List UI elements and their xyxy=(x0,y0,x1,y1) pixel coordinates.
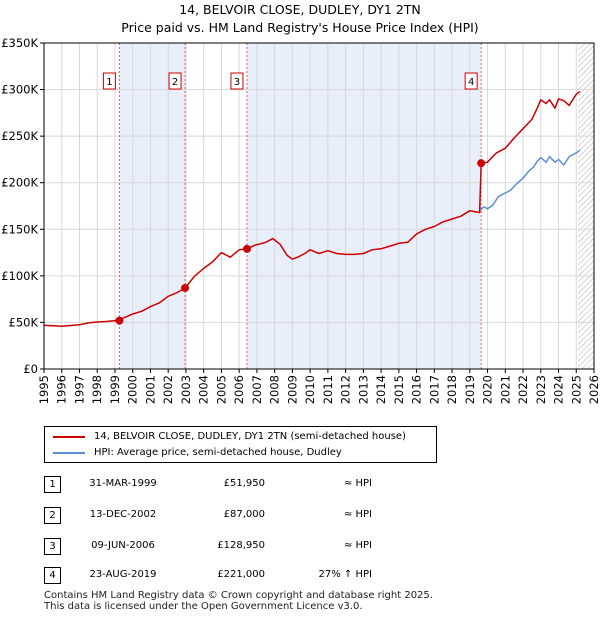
legend-label-hpi: HPI: Average price, semi-detached house,… xyxy=(94,447,342,458)
x-tick-label: 1996 xyxy=(55,375,69,404)
x-tick-label: 2002 xyxy=(161,375,175,404)
transaction-hpi: ≈ HPI xyxy=(343,509,372,520)
transaction-number: 3 xyxy=(44,538,61,555)
x-tick-label: 2026 xyxy=(587,375,600,404)
y-tick-label: £150K xyxy=(1,222,38,236)
y-tick-label: £200K xyxy=(1,176,38,190)
transaction-hpi: ≈ HPI xyxy=(343,478,372,489)
x-tick-label: 2023 xyxy=(534,375,548,404)
y-tick-label: £100K xyxy=(1,269,38,283)
x-tick-label: 2024 xyxy=(552,375,566,404)
ownership-span xyxy=(119,43,186,369)
transaction-price: £87,000 xyxy=(223,509,265,520)
x-tick-label: 2014 xyxy=(374,375,388,404)
transaction-hpi: 27% ↑ HPI xyxy=(318,569,372,580)
transaction-number: 1 xyxy=(44,476,61,493)
property-series-line xyxy=(43,90,581,327)
x-tick-label: 2012 xyxy=(339,375,353,404)
transaction-hpi: ≈ HPI xyxy=(343,540,372,551)
hpi-series-line xyxy=(479,149,581,212)
sale-label: 2 xyxy=(172,77,178,88)
chart-legend: 14, BELVOIR CLOSE, DUDLEY, DY1 2TN (semi… xyxy=(44,426,437,463)
transaction-price: £128,950 xyxy=(217,540,265,551)
plot-frame xyxy=(43,42,595,370)
table-row: 2 13-DEC-2002 £87,000 ≈ HPI xyxy=(0,506,600,526)
transaction-number: 2 xyxy=(44,507,61,524)
x-tick-label: 2021 xyxy=(498,375,512,404)
sale-label-box xyxy=(464,72,478,90)
x-tick-label: 2025 xyxy=(569,375,583,404)
x-tick-label: 1998 xyxy=(90,375,104,404)
y-tick-label: £50K xyxy=(9,315,39,329)
x-tick-label: 2008 xyxy=(268,375,282,404)
chart-subtitle: Price paid vs. HM Land Registry's House … xyxy=(121,20,478,35)
transaction-price: £51,950 xyxy=(223,478,265,489)
sale-point xyxy=(115,316,124,325)
x-tick-label: 2017 xyxy=(427,375,441,404)
x-tick-label: 2006 xyxy=(232,375,246,404)
y-tick-label: £350K xyxy=(1,36,38,50)
y-tick-label: £300K xyxy=(1,83,38,97)
legend-swatch-property xyxy=(53,436,85,438)
x-tick-label: 2019 xyxy=(463,375,477,404)
transaction-date: 31-MAR-1999 xyxy=(89,478,157,489)
footer-line-2: This data is licensed under the Open Gov… xyxy=(44,601,363,612)
x-tick-label: 2015 xyxy=(392,375,406,404)
x-tick-label: 1999 xyxy=(108,375,122,404)
x-tick-label: 2007 xyxy=(250,375,264,404)
transaction-date: 23-AUG-2019 xyxy=(89,569,157,580)
sale-label-box xyxy=(230,72,244,90)
y-tick-label: £0 xyxy=(23,362,38,376)
ownership-span xyxy=(246,43,482,369)
legend-label-property: 14, BELVOIR CLOSE, DUDLEY, DY1 2TN (semi… xyxy=(94,431,406,442)
x-tick-label: 2022 xyxy=(516,375,530,404)
sale-label: 1 xyxy=(106,77,112,88)
transaction-date: 13-DEC-2002 xyxy=(89,509,157,520)
x-tick-label: 2009 xyxy=(285,375,299,404)
sale-label-box xyxy=(102,72,116,90)
sale-label: 4 xyxy=(468,77,474,88)
x-tick-label: 2020 xyxy=(481,375,495,404)
x-tick-label: 2004 xyxy=(197,375,211,404)
sale-label-box xyxy=(168,72,182,90)
transaction-date: 09-JUN-2006 xyxy=(91,540,155,551)
price-chart: 14, BELVOIR CLOSE, DUDLEY, DY1 2TN Price… xyxy=(1,2,600,404)
transaction-price: £221,000 xyxy=(217,569,265,580)
sale-label: 3 xyxy=(234,77,240,88)
legend-swatch-hpi xyxy=(53,452,85,454)
table-row: 3 09-JUN-2006 £128,950 ≈ HPI xyxy=(0,537,600,557)
y-tick-label: £250K xyxy=(1,129,38,143)
x-tick-label: 2005 xyxy=(214,375,228,404)
x-tick-label: 2013 xyxy=(356,375,370,404)
footer-line-1: Contains HM Land Registry data © Crown c… xyxy=(44,590,433,601)
x-tick-label: 2010 xyxy=(303,375,317,404)
x-tick-label: 1995 xyxy=(37,375,51,404)
sale-point xyxy=(242,244,251,253)
sale-point xyxy=(181,283,190,292)
x-tick-label: 2001 xyxy=(143,375,157,404)
chart-title: 14, BELVOIR CLOSE, DUDLEY, DY1 2TN xyxy=(179,2,421,17)
table-row: 1 31-MAR-1999 £51,950 ≈ HPI xyxy=(0,475,600,495)
x-tick-label: 1997 xyxy=(72,375,86,404)
table-row: 4 23-AUG-2019 £221,000 27% ↑ HPI xyxy=(0,566,600,586)
sale-point xyxy=(477,159,486,168)
footer-attribution: Contains HM Land Registry data © Crown c… xyxy=(44,590,433,612)
x-tick-label: 2003 xyxy=(179,375,193,404)
x-tick-label: 2018 xyxy=(445,375,459,404)
transaction-number: 4 xyxy=(44,567,61,584)
x-tick-label: 2000 xyxy=(126,375,140,404)
x-tick-label: 2011 xyxy=(321,375,335,404)
forecast-hatch xyxy=(578,43,594,369)
x-tick-label: 2016 xyxy=(410,375,424,404)
